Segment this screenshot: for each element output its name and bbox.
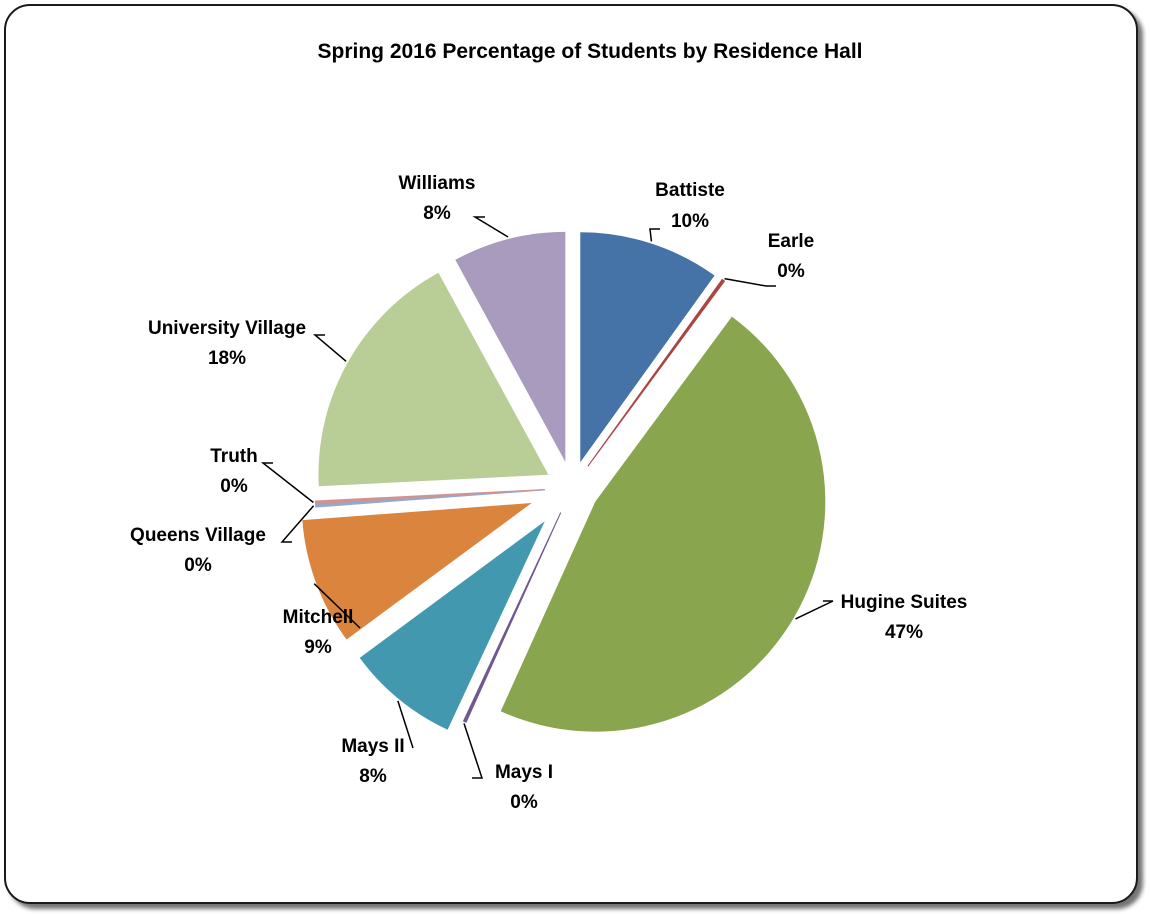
slice-name-label: Mitchell	[283, 607, 354, 628]
slice-percent-label: 9%	[304, 637, 332, 658]
slice-name-label: Hugine Suites	[841, 592, 968, 613]
pie-slice-battiste	[580, 232, 715, 463]
pie-slice-mitchell	[302, 502, 532, 640]
slice-name-label: Battiste	[655, 180, 725, 201]
slice-name-label: Mays I	[495, 762, 553, 783]
chart-area	[4, 4, 1138, 904]
slice-percent-label: 47%	[885, 622, 923, 643]
pie-slice-earle	[587, 278, 726, 467]
pie-slice-williams	[455, 231, 566, 462]
slice-name-label: Queens Village	[130, 525, 266, 546]
slice-percent-label: 10%	[671, 211, 709, 232]
slice-name-label: Williams	[399, 173, 476, 194]
leader-line-mays-i	[463, 723, 484, 779]
slice-percent-label: 0%	[184, 555, 212, 576]
slice-percent-label: 18%	[208, 348, 246, 369]
leader-line-hugine-suites	[795, 600, 834, 620]
leader-line-earle	[724, 277, 776, 287]
leader-line-williams	[472, 216, 509, 238]
slice-percent-label: 0%	[777, 261, 805, 282]
slice-percent-label: 8%	[359, 766, 387, 787]
slice-name-label: Earle	[768, 231, 814, 252]
pie-slice-mays-ii	[359, 521, 545, 730]
leader-line-university-village	[312, 334, 347, 362]
chart-title: Spring 2016 Percentage of Students by Re…	[317, 40, 863, 63]
slice-percent-label: 0%	[510, 792, 538, 813]
leader-line-queens-village	[280, 505, 315, 543]
leader-line-mitchell	[313, 583, 361, 629]
slice-percent-label: 0%	[220, 476, 248, 497]
leader-line-mays-ii	[397, 700, 414, 749]
pie-slice-university-village	[318, 272, 549, 487]
leader-line-truth	[260, 462, 314, 504]
pie-slice-mays-i	[462, 512, 562, 723]
slice-name-label: Truth	[210, 446, 258, 467]
slice-percent-label: 8%	[423, 203, 451, 224]
pie-slice-queens-village	[314, 489, 546, 508]
pie-slice-hugine-suites	[500, 316, 826, 732]
leader-line-battiste	[649, 228, 660, 242]
slice-name-label: Mays II	[341, 736, 404, 757]
slice-name-label: University Village	[148, 318, 306, 339]
pie-slice-truth	[314, 489, 546, 505]
